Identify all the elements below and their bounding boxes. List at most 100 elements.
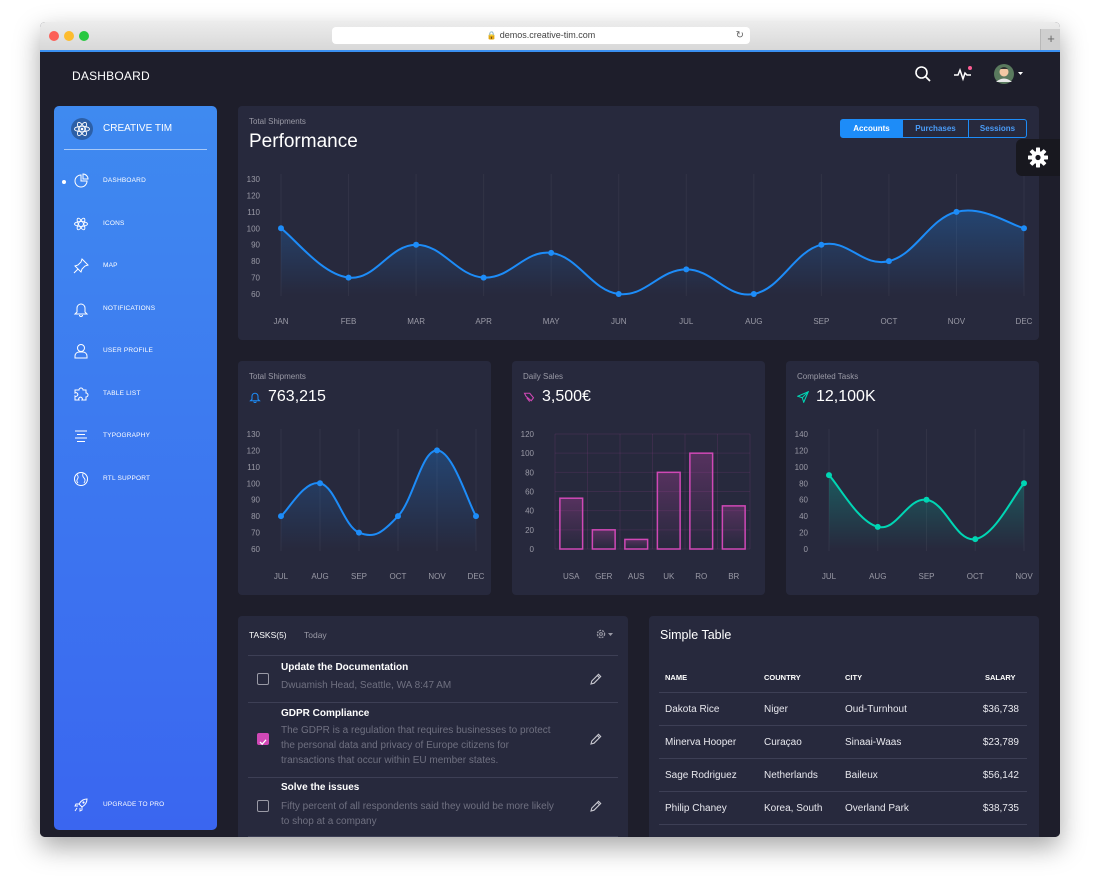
sidebar-item-typography[interactable]: TYPOGRAPHY bbox=[54, 424, 217, 448]
sidebar-item-rtl-support[interactable]: RTL SUPPORT bbox=[54, 467, 217, 491]
data-point bbox=[1021, 480, 1027, 487]
sidebar-item-table-list[interactable]: TABLE LIST bbox=[54, 382, 217, 406]
completed-tasks-card: Completed Tasks 12,100K 0 20 40 60 80 100 120 1… bbox=[786, 361, 1039, 595]
table-header-city: CITY bbox=[845, 673, 863, 682]
sidebar-item-icons[interactable]: ICONS bbox=[54, 212, 217, 236]
bar bbox=[624, 538, 649, 550]
cell-salary: $38,735 bbox=[982, 803, 1019, 814]
sidebar-item-label: NOTIFICATIONS bbox=[103, 305, 156, 312]
accounts-button[interactable]: Accounts bbox=[840, 119, 903, 138]
pencil-icon[interactable] bbox=[589, 732, 603, 746]
data-point bbox=[473, 513, 479, 520]
zoom-window-button[interactable] bbox=[79, 31, 89, 41]
card-value: 12,100K bbox=[816, 388, 876, 405]
x-tick-label: JAN bbox=[273, 317, 288, 326]
daily-sales-bar-chart: 0 20 40 60 80 100 120 USA GER AUS UK RO BR bbox=[521, 430, 751, 581]
sessions-button[interactable]: Sessions bbox=[969, 119, 1027, 138]
x-tick-label: OCT bbox=[390, 572, 407, 581]
purchases-button[interactable]: Purchases bbox=[903, 119, 969, 138]
cell-country: Niger bbox=[764, 704, 788, 715]
cell-country: Netherlands bbox=[764, 770, 818, 781]
y-tick-label: 40 bbox=[525, 507, 534, 516]
x-tick-label: OCT bbox=[967, 572, 984, 581]
sidebar-item-label: UPGRADE TO PRO bbox=[103, 801, 165, 808]
avatar[interactable] bbox=[993, 63, 1025, 85]
chart-pie-icon bbox=[74, 173, 89, 188]
sidebar-item-label: TABLE LIST bbox=[103, 390, 141, 397]
x-tick-label: NOV bbox=[1015, 572, 1033, 581]
new-tab-button[interactable]: + bbox=[1040, 29, 1060, 50]
cell-country: Curaçao bbox=[764, 737, 802, 748]
y-tick-label: 90 bbox=[251, 241, 260, 250]
bar bbox=[591, 529, 616, 550]
y-tick-label: 60 bbox=[251, 545, 260, 554]
data-point bbox=[750, 291, 757, 297]
data-point bbox=[278, 225, 284, 232]
table-header-name: NAME bbox=[665, 673, 688, 682]
cell-salary: $36,738 bbox=[982, 704, 1019, 715]
task-checkbox[interactable] bbox=[257, 800, 269, 812]
check-icon bbox=[259, 739, 267, 746]
table-row: Minerva Hooper Curaçao Sinaai-Waas $23,7… bbox=[659, 725, 1027, 758]
reload-icon[interactable]: ↻ bbox=[735, 30, 744, 41]
sidebar-divider bbox=[64, 149, 207, 150]
x-tick-label: JUL bbox=[679, 317, 694, 326]
y-tick-label: 80 bbox=[799, 479, 808, 488]
sidebar-item-dashboard[interactable]: DASHBOARD bbox=[54, 169, 217, 193]
x-tick-label: DEC bbox=[468, 572, 485, 581]
card-subtitle: Daily Sales bbox=[523, 372, 564, 381]
search-icon[interactable] bbox=[913, 64, 933, 84]
sidebar-item-label: RTL SUPPORT bbox=[103, 475, 151, 482]
pencil-icon[interactable] bbox=[589, 799, 603, 813]
task-title: Update the Documentation bbox=[281, 662, 409, 673]
sidebar-item-user-profile[interactable]: USER PROFILE bbox=[54, 339, 217, 363]
cell-country: Korea, South bbox=[764, 803, 823, 814]
task-checkbox-checked[interactable] bbox=[257, 733, 269, 746]
navbar-brand[interactable]: DASHBOARD bbox=[72, 69, 150, 83]
x-tick-label: USA bbox=[563, 572, 580, 581]
performance-card: Total Shipments Performance Accounts Pur… bbox=[238, 106, 1039, 340]
x-tick-label: AUG bbox=[869, 572, 886, 581]
y-tick-label: 100 bbox=[247, 224, 261, 233]
cell-city: Sinaai-Waas bbox=[845, 737, 902, 748]
x-tick-label: NOV bbox=[948, 317, 966, 326]
sidebar-brand[interactable]: CREATIVE TIM bbox=[103, 123, 173, 134]
pencil-icon[interactable] bbox=[589, 672, 603, 686]
address-bar[interactable]: 🔒 demos.creative-tim.com ↻ bbox=[332, 27, 750, 44]
y-tick-label: 110 bbox=[247, 463, 260, 472]
align-center-icon bbox=[75, 430, 87, 442]
x-tick-label: FEB bbox=[341, 317, 357, 326]
task-item: Update the Documentation Dwuamish Head, … bbox=[248, 655, 618, 702]
sidebar-item-map[interactable]: MAP bbox=[54, 254, 217, 278]
data-point bbox=[413, 241, 420, 248]
table-row bbox=[659, 824, 1027, 837]
x-tick-label: NOV bbox=[428, 572, 446, 581]
sidebar-item-notifications[interactable]: NOTIFICATIONS bbox=[54, 297, 217, 321]
tab-accent-line bbox=[40, 50, 1060, 52]
x-tick-label: SEP bbox=[813, 317, 829, 326]
tasks-today-tab[interactable]: Today bbox=[304, 630, 327, 640]
card-value: 3,500€ bbox=[542, 388, 591, 405]
task-checkbox[interactable] bbox=[257, 673, 269, 685]
close-window-button[interactable] bbox=[49, 31, 59, 41]
bell-icon bbox=[249, 392, 261, 403]
minimize-window-button[interactable] bbox=[64, 31, 74, 41]
y-tick-label: 120 bbox=[247, 191, 261, 200]
bar bbox=[721, 505, 746, 550]
x-tick-label: BR bbox=[728, 572, 739, 581]
activity-icon[interactable] bbox=[953, 64, 973, 84]
shipments-line-chart: 60 70 80 90 100 110 120 130 JUL AUG SEP OCT NOV DEC bbox=[247, 429, 485, 581]
card-title: Performance bbox=[249, 131, 358, 152]
settings-dropdown-icon[interactable] bbox=[594, 627, 618, 641]
upgrade-to-pro-link[interactable]: UPGRADE TO PRO bbox=[54, 793, 217, 817]
sidebar-item-label: ICONS bbox=[103, 220, 125, 227]
x-tick-label: RO bbox=[695, 572, 707, 581]
table-header-country: COUNTRY bbox=[764, 673, 801, 682]
x-tick-label: MAR bbox=[407, 317, 425, 326]
fixed-plugin-settings[interactable] bbox=[1016, 139, 1060, 176]
performance-line-chart: 60 70 80 90 100 110 120 130 JAN FEB MAR APR MAY JUN JU… bbox=[247, 174, 1033, 326]
react-logo-icon[interactable] bbox=[71, 118, 93, 140]
cell-name: Sage Rodriguez bbox=[665, 770, 737, 781]
cell-name: Minerva Hooper bbox=[665, 737, 737, 748]
y-tick-label: 40 bbox=[799, 512, 808, 521]
